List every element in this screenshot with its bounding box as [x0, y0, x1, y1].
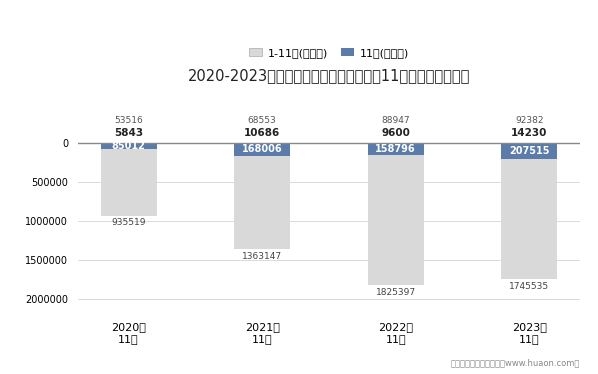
Text: 1745535: 1745535 — [509, 282, 549, 291]
Bar — [501, 159, 557, 279]
Text: 88947: 88947 — [382, 116, 410, 125]
Bar — [100, 149, 157, 215]
Bar — [368, 155, 424, 285]
Bar — [368, 142, 424, 155]
Bar — [234, 156, 290, 249]
Text: 168006: 168006 — [242, 144, 282, 154]
Text: 92382: 92382 — [515, 116, 544, 125]
Text: 158796: 158796 — [376, 144, 416, 154]
Bar — [234, 142, 290, 156]
Text: 10686: 10686 — [244, 128, 280, 138]
Text: 制图：华经产业研究院（www.huaon.com）: 制图：华经产业研究院（www.huaon.com） — [451, 358, 580, 367]
Text: 85012: 85012 — [112, 141, 145, 151]
Text: 53516: 53516 — [114, 116, 143, 125]
Bar — [501, 142, 557, 159]
Text: 935519: 935519 — [111, 218, 146, 227]
Title: 2020-2023年大庆市商品收发货人所在圕11月进、出口额统计: 2020-2023年大庆市商品收发货人所在圕11月进、出口额统计 — [188, 68, 470, 83]
Text: 5843: 5843 — [114, 128, 143, 138]
Bar — [100, 142, 157, 149]
Text: 1363147: 1363147 — [242, 252, 282, 261]
Legend: 1-11月(万美元), 11月(万美元): 1-11月(万美元), 11月(万美元) — [244, 43, 414, 62]
Text: 207515: 207515 — [509, 145, 550, 156]
Text: 14230: 14230 — [511, 128, 547, 138]
Text: 1825397: 1825397 — [376, 288, 416, 297]
Text: 68553: 68553 — [248, 116, 276, 125]
Text: 9600: 9600 — [381, 128, 410, 138]
